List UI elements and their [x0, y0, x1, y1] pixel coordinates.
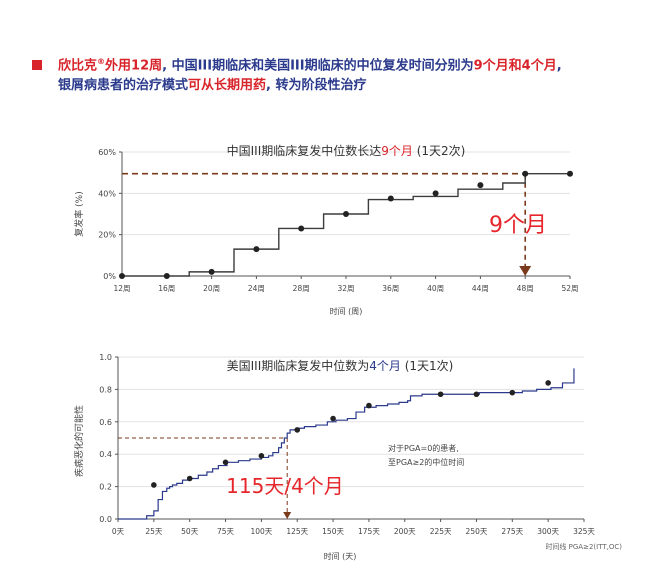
c1-xtick-label: 20周 [203, 284, 220, 293]
c1-data-point [253, 246, 260, 253]
c2-xtick-label: 25天 [145, 527, 163, 536]
c2-xtick-label: 50天 [181, 527, 199, 536]
headline-highlight: 可从长期用药 [188, 78, 267, 94]
c1-data-point [567, 170, 573, 177]
c2-data-point [473, 391, 480, 398]
c2-ytick-label: 0.4 [99, 450, 112, 459]
c2-xtick-label: 225天 [430, 527, 452, 536]
c2-data-point [509, 389, 516, 396]
headline-text-2: 银屑病患者的治疗模式 [58, 78, 189, 94]
c1-data-point [119, 273, 125, 279]
c2-xtick-label: 150天 [322, 527, 344, 536]
c1-data-point [208, 268, 215, 275]
headline-usage: 外用 [105, 58, 132, 74]
c1-xtick-label: 48周 [517, 284, 534, 293]
chart2-ylabel: 疾病恶化的可能性 [73, 405, 85, 477]
headline-text-3: , 转为阶段性治疗 [266, 78, 367, 94]
c1-ytick-label: 0% [103, 272, 116, 281]
china-relapse-chart: 0% 20% 40% 60% 12周 16周 20周 24周 28周 32周 36周 40周 44周 4… [73, 143, 579, 316]
c1-xtick-label: 28周 [293, 284, 310, 293]
c2-xtick-label: 250天 [466, 527, 488, 536]
c1-data-point [163, 273, 170, 279]
chart2-title: 美国III期临床复发中位数为4个月 (1天1次) [227, 358, 454, 373]
c2-xtick-label: 325天 [573, 527, 595, 536]
chart2-step-line [118, 368, 575, 520]
c1-xtick-label: 32周 [337, 284, 354, 293]
c1-data-point [477, 182, 484, 189]
c2-xtick-label: 300天 [537, 527, 559, 536]
chart2-legend-line-1: 对于PGA=0的患者, [388, 443, 459, 453]
chart2-legend-line-2: 至PGA≥2的中位时间 [388, 457, 464, 467]
chart1-title: 中国III期临床复发中位数长达9个月 (1天2次) [227, 143, 466, 158]
c2-xtick-label: 125天 [286, 527, 308, 536]
c1-xtick-label: 24周 [248, 284, 265, 293]
headline-text-1: , 中国III期临床和美国III期临床的中位复发时间分别为 [162, 58, 474, 74]
chart2-footnote: 时间线 PGA≥2(ITT,OC) [545, 542, 622, 551]
headline-line-1: 欣比克®外用12周, 中国III期临床和美国III期临床的中位复发时间分别为9个… [58, 52, 642, 76]
c1-ytick-label: 60% [98, 148, 116, 157]
c1-data-point [432, 190, 439, 197]
c2-xtick-label: 200天 [394, 527, 416, 536]
chart1-xlabel: 时间 (周) [330, 306, 363, 316]
us-relapse-chart: 0.0 0.2 0.4 0.6 0.8 1.0 0天 25天 50天 75天 100天 125天 15… [73, 353, 622, 561]
c2-data-point [437, 391, 444, 398]
chart2-median-arrow [283, 512, 292, 519]
c2-data-point [330, 415, 336, 422]
c2-data-point [545, 380, 551, 386]
c2-data-point [151, 482, 157, 488]
c2-ytick-label: 0.8 [99, 385, 112, 394]
c1-data-point [387, 195, 394, 202]
c1-ytick-label: 40% [98, 189, 116, 198]
chart2-xlabel: 时间 (天) [324, 551, 357, 561]
c2-xtick-label: 175天 [358, 527, 380, 536]
c1-xtick-label: 44周 [472, 284, 489, 293]
chart1-ylabel: 复发率 (%) [73, 191, 85, 236]
c1-data-point [522, 170, 529, 177]
c2-data-point [366, 402, 372, 409]
c1-data-point [343, 211, 349, 217]
c2-data-point [294, 427, 301, 433]
c2-xtick-label: 0天 [112, 527, 125, 536]
headline-months: 9个月和4个月 [473, 58, 557, 74]
c1-xtick-label: 40周 [427, 284, 444, 293]
c2-ytick-label: 0.0 [99, 515, 112, 524]
chart2-annotation: 115天/4个月 [226, 474, 344, 498]
chart1-median-arrow [519, 266, 532, 276]
c2-ytick-label: 1.0 [99, 353, 112, 362]
headline: 欣比克®外用12周, 中国III期临床和美国III期临床的中位复发时间分别为9个… [32, 52, 642, 96]
c2-data-point [222, 459, 229, 466]
c1-xtick-label: 36周 [382, 284, 399, 293]
headline-line-2: 银屑病患者的治疗模式可从长期用药, 转为阶段性治疗 [58, 76, 642, 96]
c2-xtick-label: 75天 [217, 527, 235, 536]
c2-xtick-label: 275天 [501, 527, 523, 536]
c2-ytick-label: 0.6 [99, 418, 112, 427]
headline-duration: 12周 [131, 58, 163, 74]
headline-brand: 欣比克 [58, 58, 98, 74]
c1-ytick-label: 20% [98, 231, 116, 240]
headline-comma: , [556, 58, 562, 74]
chart1-step-line [122, 173, 570, 277]
c1-xtick-label: 12周 [113, 284, 130, 293]
headline-trademark: ® [97, 57, 106, 66]
c2-data-point [258, 453, 265, 459]
c2-ytick-label: 0.2 [99, 483, 112, 492]
headline-bullet [32, 60, 42, 70]
c1-xtick-label: 16周 [158, 284, 175, 293]
c2-xtick-label: 100天 [250, 527, 272, 536]
c2-data-point [186, 475, 193, 482]
c1-data-point [298, 225, 305, 232]
c1-xtick-label: 52周 [561, 284, 578, 293]
chart1-annotation: 9个月 [489, 213, 547, 238]
